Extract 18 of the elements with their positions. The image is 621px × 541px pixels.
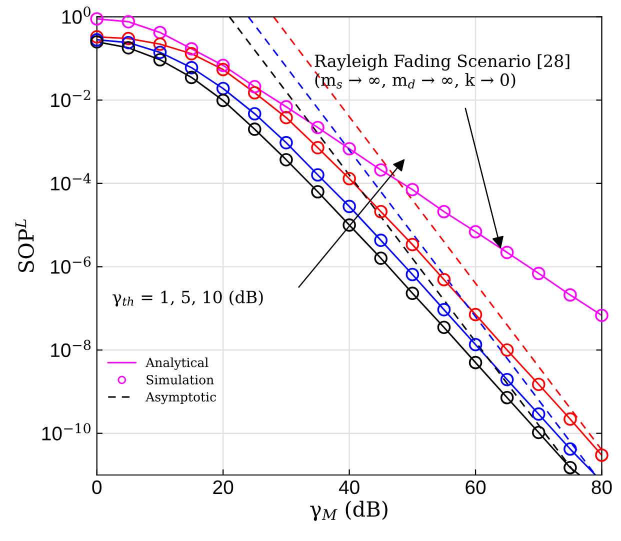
x-tick-label: 20 xyxy=(213,480,234,494)
x-tick-label: 40 xyxy=(338,480,360,494)
y-tick-label: 10$^{0}$ xyxy=(62,6,90,24)
annotation: Rayleigh Fading Scenario [28] (m$_{s}$ → ∞, m$_{d}$ → ∞, k → 0) xyxy=(314,54,570,89)
y-tick-label: 10$^{−8}$ xyxy=(51,340,91,358)
x-tick-label: 60 xyxy=(466,480,486,494)
y-tick-label: 10$^{−10}$ xyxy=(42,423,90,440)
x-axis-title: γ$_{M}$ (dB) xyxy=(310,500,388,521)
y-tick-label: 10$^{−6}$ xyxy=(51,256,91,274)
legend-label: Analytical xyxy=(146,358,208,370)
legend-label: Simulation xyxy=(146,374,214,384)
y-tick-label: 10$^{−2}$ xyxy=(51,90,90,108)
y-tick-label: 10$^{−4}$ xyxy=(51,173,91,190)
x-tick-label: 0 xyxy=(92,480,102,494)
annotation: γ$_{th}$ = 1, 5, 10 (dB) xyxy=(112,290,263,307)
x-tick-label: 80 xyxy=(592,480,612,494)
legend-label: Asymptotic xyxy=(146,392,216,404)
y-axis-title: SOP$^{L}$ xyxy=(15,219,34,272)
